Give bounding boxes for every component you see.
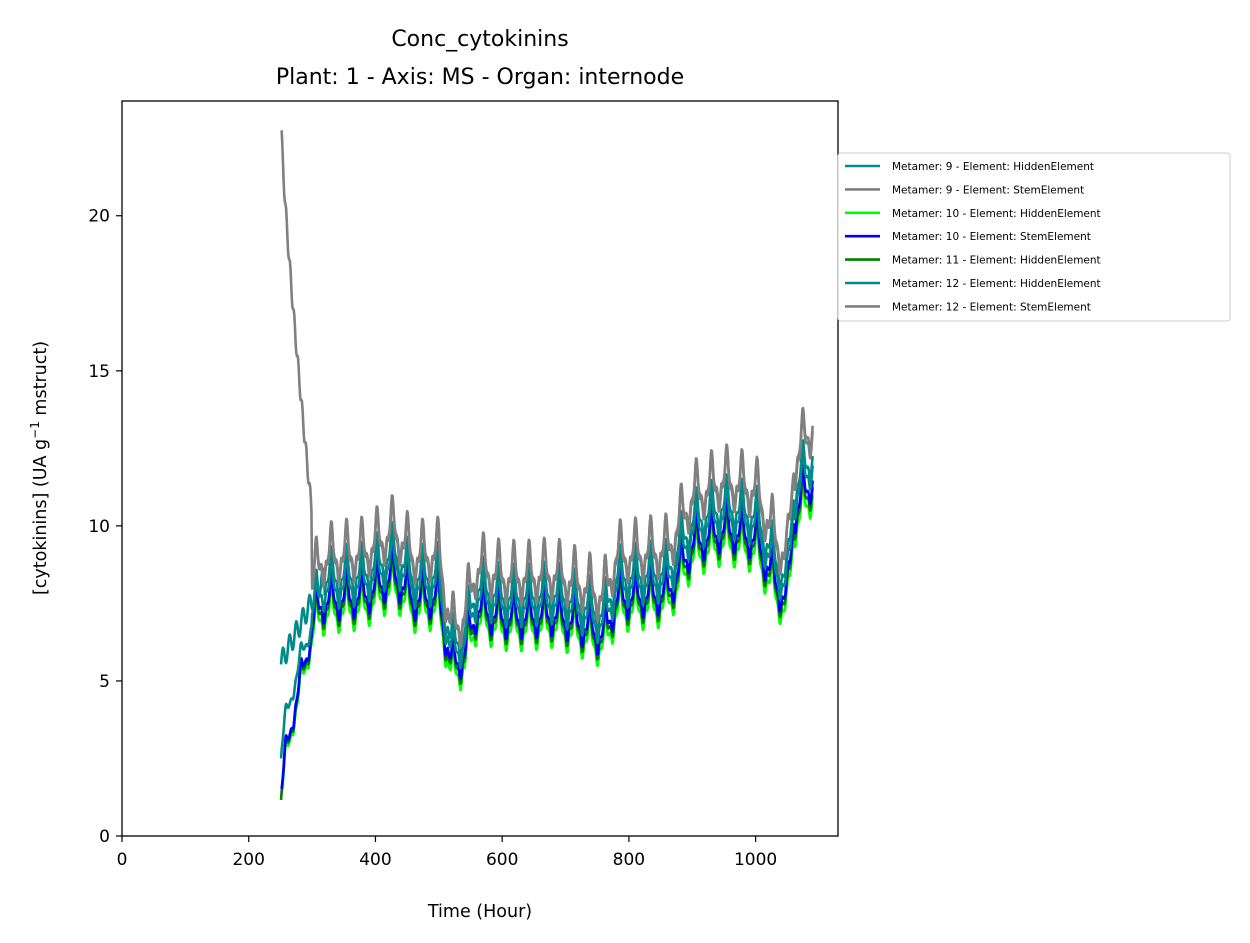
chart-subtitle: Plant: 1 - Axis: MS - Organ: internode <box>276 65 684 90</box>
series-line-2 <box>280 130 814 649</box>
series-line-5 <box>279 470 814 801</box>
x-tick-label: 1000 <box>734 850 777 870</box>
x-tick-label: 200 <box>232 850 264 870</box>
chart-title: Conc_cytokinins <box>391 27 568 52</box>
y-axis-label-tail: mstruct) <box>31 341 51 421</box>
legend-entry-label: Metamer: 11 - Element: HiddenElement <box>892 255 1101 267</box>
plot-lines <box>279 130 814 801</box>
legend-frame <box>837 152 1231 322</box>
x-tick-label: 400 <box>359 850 391 870</box>
y-tick-label: 5 <box>99 672 110 692</box>
y-tick-label: 10 <box>88 517 110 537</box>
y-axis-label-sup: −1 <box>28 421 42 439</box>
y-tick-label: 15 <box>88 362 110 382</box>
legend-entry-label: Metamer: 9 - Element: StemElement <box>892 184 1084 196</box>
y-axis-label-main: [cytokinins] (UA g <box>31 439 51 595</box>
y-tick-label: 0 <box>99 827 110 847</box>
plot-frame <box>121 100 839 837</box>
series-line-4 <box>280 463 814 790</box>
x-tick-label: 800 <box>613 850 645 870</box>
legend-entry-label: Metamer: 10 - Element: StemElement <box>892 231 1091 243</box>
legend-entry-label: Metamer: 10 - Element: HiddenElement <box>892 208 1101 220</box>
x-tick-label: 0 <box>117 850 128 870</box>
legend-entry-label: Metamer: 12 - Element: HiddenElement <box>892 278 1101 290</box>
legend-entry-label: Metamer: 12 - Element: StemElement <box>892 301 1091 313</box>
x-axis-ticks: 0 200 400 600 800 1000 <box>117 836 777 870</box>
x-axis-label: Time (Hour) <box>427 902 532 922</box>
y-axis-label: [cytokinins] (UA g−1 mstruct) <box>28 341 51 595</box>
legend-entry-label: Metamer: 9 - Element: HiddenElement <box>892 161 1094 173</box>
legend: Metamer: 9 - Element: HiddenElement Metam… <box>837 152 1231 322</box>
series-line-3 <box>280 479 814 795</box>
x-tick-label: 600 <box>486 850 518 870</box>
y-axis-ticks: 0 5 10 15 20 <box>88 207 122 847</box>
series-line-6 <box>279 448 814 759</box>
y-tick-label: 20 <box>88 207 110 227</box>
